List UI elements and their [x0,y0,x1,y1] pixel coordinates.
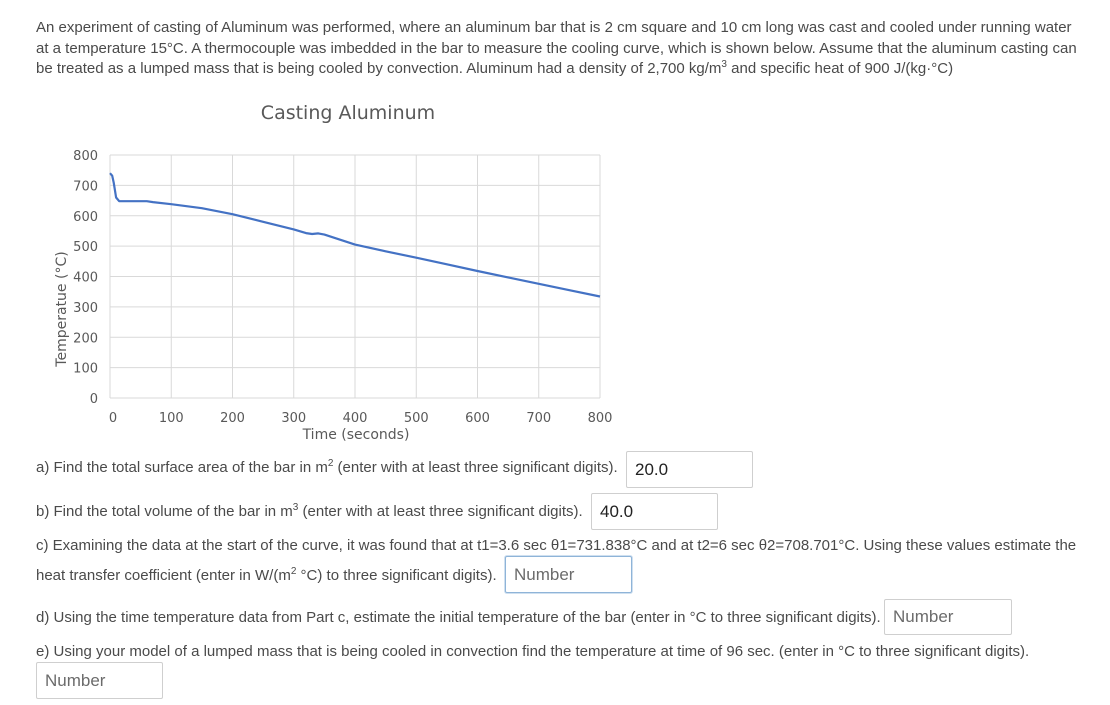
y-tick-label: 300 [73,301,98,316]
x-tick-label: 200 [220,411,245,426]
x-tick-label: 500 [404,411,429,426]
question-c-label-line2: heat transfer coefficient (enter in W/(m… [36,566,497,585]
y-tick-label: 200 [73,331,98,346]
x-tick-label: 300 [281,411,306,426]
question-e-label: e) Using your model of a lumped mass tha… [36,643,1030,660]
y-tick-label: 800 [73,149,98,164]
question-c-text: heat transfer coefficient (enter in W/(m [36,567,291,584]
y-tick-label: 700 [73,179,98,194]
chart-svg: Casting Aluminum 0 100 200 300 400 500 600 700 8… [54,102,613,443]
question-b-label: b) Find the total volume of the bar in m… [36,502,583,521]
question-a-text-tail: (enter with at least three significant d… [333,459,618,476]
question-b-text-tail: (enter with at least three significant d… [298,503,583,520]
problem-text-superscript: 3 [721,59,727,70]
question-d-label: d) Using the time temperature data from … [36,609,881,626]
x-tick-label: 400 [343,411,368,426]
x-tick-label: 100 [159,411,184,426]
problem-text: An experiment of casting of Aluminum was… [36,19,1077,77]
x-tick-label: 700 [526,411,551,426]
cooling-curve-line [109,172,601,298]
question-a-text: a) Find the total surface area of the ba… [36,459,328,476]
answer-e-input[interactable] [36,662,163,699]
answer-b-input[interactable] [591,493,718,530]
x-tick-label: 0 [109,411,117,426]
question-c-label-line1: c) Examining the data at the start of th… [36,537,1077,554]
y-axis-ticks: 0 100 200 300 400 500 600 700 800 [73,149,98,407]
answer-d-input[interactable] [884,599,1012,635]
x-tick-label: 600 [465,411,490,426]
y-tick-label: 100 [73,362,98,377]
chart-title: Casting Aluminum [261,102,435,124]
question-b-superscript: 3 [292,502,299,513]
chart-grid [109,154,601,399]
x-axis-ticks: 0 100 200 300 400 500 600 700 800 [109,411,613,426]
question-c-superscript: 2 [290,566,297,577]
question-c-text-tail: °C) to three significant digits). [296,567,497,584]
x-tick-label: 800 [588,411,613,426]
cooling-curve-chart: Casting Aluminum 0 100 200 300 400 500 600 700 8… [40,96,650,446]
y-tick-label: 0 [90,392,98,407]
answer-a-input[interactable] [626,451,753,488]
question-a-label: a) Find the total surface area of the ba… [36,458,618,477]
answer-c-input[interactable] [505,556,632,593]
x-axis-label: Time (seconds) [302,427,410,443]
question-b-text: b) Find the total volume of the bar in m [36,503,293,520]
y-axis-label: Temperatue (°C) [54,251,70,367]
question-a-superscript: 2 [327,458,334,469]
y-tick-label: 400 [73,271,98,286]
y-tick-label: 500 [73,240,98,255]
problem-text-tail: and specific heat of 900 J/(kg·°C) [726,60,954,77]
y-tick-label: 600 [73,210,98,225]
problem-statement: An experiment of casting of Aluminum was… [36,18,1086,80]
